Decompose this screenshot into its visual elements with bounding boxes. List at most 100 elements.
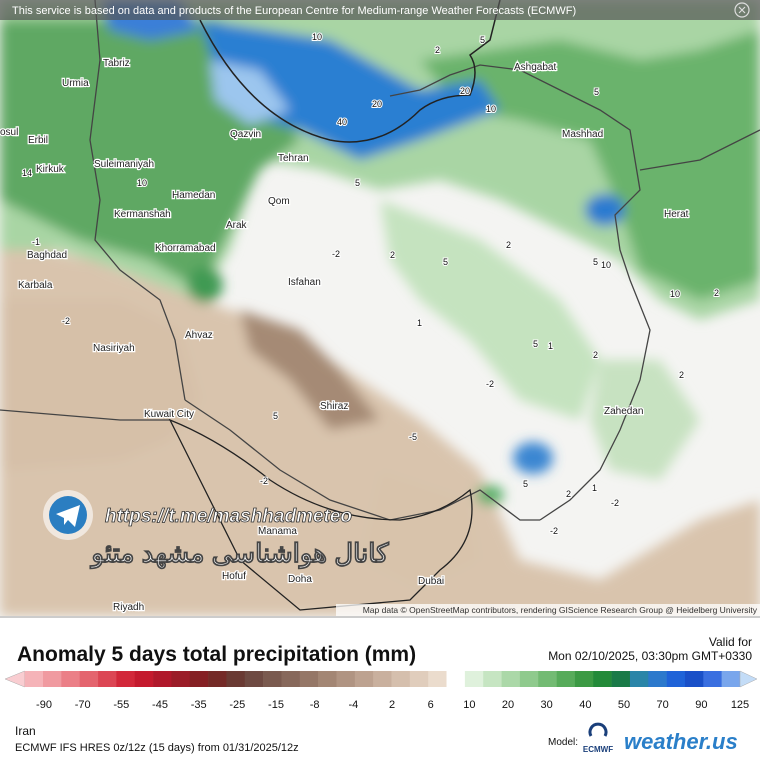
- contour-label: 5: [523, 479, 528, 489]
- contour-label: 40: [337, 117, 347, 127]
- contour-label: 5: [355, 178, 360, 188]
- colorbar-cell: [24, 671, 44, 687]
- valid-time: Mon 02/10/2025, 03:30pm GMT+0330: [548, 649, 752, 663]
- colorbar-cell: [244, 671, 264, 687]
- colorbar-cell: [208, 671, 227, 687]
- colorbar-tick-label: 90: [695, 699, 707, 711]
- valid-label: Valid for: [709, 635, 752, 649]
- city-label: Doha: [288, 574, 312, 585]
- colorbar-cell: [98, 671, 117, 687]
- colorbar-tick-label: -90: [36, 699, 52, 711]
- contour-label: 2: [435, 45, 440, 55]
- colorbar-cell: [556, 671, 576, 687]
- contour-label: -2: [550, 526, 558, 536]
- colorbar-cell: [464, 671, 484, 687]
- city-label: Khorramabad: [155, 243, 216, 254]
- contour-label: -2: [332, 249, 340, 259]
- colorbar-cell: [409, 671, 429, 687]
- colorbar-ticks: -90 -70 -55 -45 -35 -25 -15 -8 -4 2 6 10 20 30 40 50 70 9…: [36, 699, 749, 711]
- contour-label: -2: [62, 316, 70, 326]
- city-label: Kirkuk: [36, 164, 65, 175]
- colorbar-cell: [519, 671, 539, 687]
- colorbar-cell: [79, 671, 99, 687]
- colorbar-cell: [391, 671, 411, 687]
- colorbar-tick-label: 70: [657, 699, 669, 711]
- colorbar-tick-label: 125: [731, 699, 749, 711]
- colorbar-tick-label: -15: [268, 699, 284, 711]
- colorbar-cell: [648, 671, 667, 687]
- map[interactable]: Tabriz Urmia osul Erbil Kirkuk Suleimaniyah Qa…: [0, 0, 760, 616]
- colorbar-cell: [684, 671, 704, 687]
- coastline: [199, 0, 501, 143]
- colorbar-cell: [446, 671, 466, 687]
- contour-label: 20: [460, 86, 470, 96]
- contour-label: -5: [409, 432, 417, 442]
- contour-label: 10: [137, 178, 147, 188]
- contour-label: 5: [443, 257, 448, 267]
- colorbar-tick-label: 30: [541, 699, 553, 711]
- colorbar-cell: [574, 671, 594, 687]
- close-button[interactable]: [734, 2, 750, 18]
- contour-label: 2: [390, 250, 395, 260]
- contour-label: 1: [417, 318, 422, 328]
- legend-title: Anomaly 5 days total precipitation (mm): [17, 643, 416, 666]
- colorbar-tick-label: -8: [310, 699, 320, 711]
- credit-bg: [336, 604, 760, 616]
- city-label: Nasiriyah: [93, 343, 135, 354]
- city-label: Arak: [226, 220, 248, 231]
- precip-field: [0, 0, 760, 616]
- colorbar-cell: [299, 671, 319, 687]
- city-label: Dubai: [418, 576, 444, 587]
- city-label: Riyadh: [113, 602, 144, 613]
- colorbar-cell: [189, 671, 209, 687]
- city-label: Karbala: [18, 280, 53, 291]
- telegram-icon: [43, 490, 93, 540]
- model-run: ECMWF IFS HRES 0z/12z (15 days) from 01/…: [15, 742, 299, 754]
- colorbar-cell: [501, 671, 521, 687]
- colorbar-tick-label: -25: [229, 699, 245, 711]
- city-label: Isfahan: [288, 277, 321, 288]
- colorbar-cell: [611, 671, 631, 687]
- colorbar-arrow: [739, 670, 758, 688]
- city-label: Urmia: [62, 78, 89, 89]
- notice-text: This service is based on data and produc…: [12, 5, 576, 17]
- colorbar-tick-label: -70: [75, 699, 91, 711]
- city-label: Herat: [664, 209, 689, 220]
- colorbar-tick-label: -4: [348, 699, 358, 711]
- contour-label: -2: [611, 498, 619, 508]
- colorbar-cell: [629, 671, 649, 687]
- city-label: Tehran: [278, 153, 309, 164]
- watermark-text: کانال هواشناسی مشهد متئو: [89, 538, 389, 569]
- colorbar-tick-label: 10: [463, 699, 475, 711]
- brand[interactable]: weather.us: [624, 729, 738, 754]
- colorbar: [4, 670, 758, 688]
- colorbar-tick-label: 2: [389, 699, 395, 711]
- contour-label: 2: [714, 288, 719, 298]
- ecmwf-text: ECMWF: [583, 745, 613, 754]
- colorbar-cell: [281, 671, 301, 687]
- colorbar-tick-label: -35: [191, 699, 207, 711]
- colorbar-cell: [43, 671, 62, 687]
- colorbar-cell: [116, 671, 136, 687]
- contour-label: 5: [273, 411, 278, 421]
- colorbar-cell: [134, 671, 154, 687]
- city-label: osul: [0, 127, 18, 138]
- city-label: Tabriz: [103, 58, 130, 69]
- colorbar-arrow: [4, 670, 25, 688]
- city-label: Qom: [268, 196, 290, 207]
- contour-label: 5: [480, 35, 485, 45]
- colorbar-tick-label: -45: [152, 699, 168, 711]
- contour-label: 10: [312, 32, 322, 42]
- contour-label: 5: [593, 257, 598, 267]
- city-labels: Tabriz Urmia osul Erbil Kirkuk Suleimaniyah Qa…: [0, 57, 690, 615]
- city-label: Qazvin: [230, 129, 261, 140]
- contour-label: 2: [679, 370, 684, 380]
- contour-label: 14: [22, 168, 32, 178]
- city-label: Ahvaz: [185, 330, 213, 341]
- city-label: Kermanshah: [114, 209, 171, 220]
- colorbar-cell: [721, 671, 741, 687]
- contour-label: 2: [593, 350, 598, 360]
- city-label: Hamedan: [172, 190, 215, 201]
- colorbar-tick-label: 40: [579, 699, 591, 711]
- colorbar-cell: [336, 671, 356, 687]
